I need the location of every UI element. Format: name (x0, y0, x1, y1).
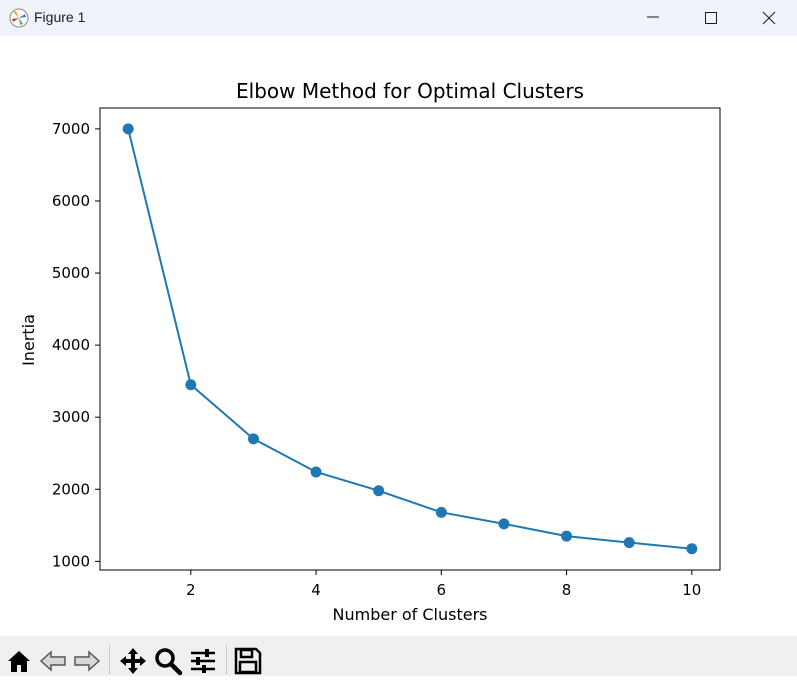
y-tick-label: 7000 (52, 120, 90, 138)
window-title: Figure 1 (34, 9, 86, 25)
minimize-icon (647, 16, 659, 18)
back-icon (39, 650, 66, 672)
save-icon (234, 647, 262, 675)
data-point (498, 518, 510, 530)
data-point (686, 543, 698, 555)
data-point (122, 123, 134, 135)
zoom-icon (155, 648, 183, 676)
pan-button[interactable] (118, 646, 148, 676)
x-tick-label: 10 (682, 581, 701, 599)
maximize-button[interactable] (682, 0, 740, 36)
forward-icon (74, 650, 101, 672)
configure-subplots-icon (191, 649, 215, 673)
data-point (247, 433, 259, 445)
y-tick-label: 4000 (52, 336, 90, 354)
navigation-toolbar (0, 636, 797, 676)
save-button[interactable] (233, 646, 263, 676)
x-tick-label: 2 (186, 581, 196, 599)
x-tick-label: 4 (311, 581, 321, 599)
maximize-icon (705, 12, 717, 24)
close-button[interactable] (740, 0, 797, 36)
matplotlib-logo-icon (9, 8, 29, 28)
x-axis-label: Number of Clusters (333, 605, 488, 624)
pan-icon (120, 648, 146, 674)
data-point (435, 506, 447, 518)
configure-subplots-button[interactable] (188, 646, 218, 676)
data-point (623, 537, 635, 549)
y-axis-label: Inertia (19, 314, 38, 366)
home-icon (8, 651, 30, 672)
toolbar-separator (109, 644, 110, 674)
zoom-button[interactable] (153, 646, 183, 676)
series-line (127, 128, 692, 550)
data-point (185, 379, 197, 391)
home-button[interactable] (4, 646, 34, 676)
data-point (310, 466, 322, 478)
y-tick-label: 5000 (52, 264, 90, 282)
plot-area-frame (99, 107, 721, 571)
minimize-button[interactable] (624, 0, 682, 36)
x-tick-label: 6 (437, 581, 447, 599)
figure-canvas[interactable]: Elbow Method for Optimal Clusters Number… (0, 36, 797, 636)
y-tick-label: 3000 (52, 408, 90, 426)
toolbar-separator (226, 644, 227, 674)
y-tick-label: 1000 (52, 552, 90, 570)
chart-title: Elbow Method for Optimal Clusters (236, 79, 584, 103)
forward-button[interactable] (72, 646, 102, 676)
title-bar: Figure 1 (0, 0, 797, 36)
data-point (561, 530, 573, 542)
y-tick-label: 6000 (52, 192, 90, 210)
y-tick-label: 2000 (52, 480, 90, 498)
back-button[interactable] (38, 646, 68, 676)
x-tick-label: 8 (562, 581, 572, 599)
axes: 2 4 6 8 10 1000 2000 3000 4000 5000 6000 7000 (52, 107, 721, 599)
close-icon (762, 11, 776, 25)
data-point (373, 485, 385, 497)
